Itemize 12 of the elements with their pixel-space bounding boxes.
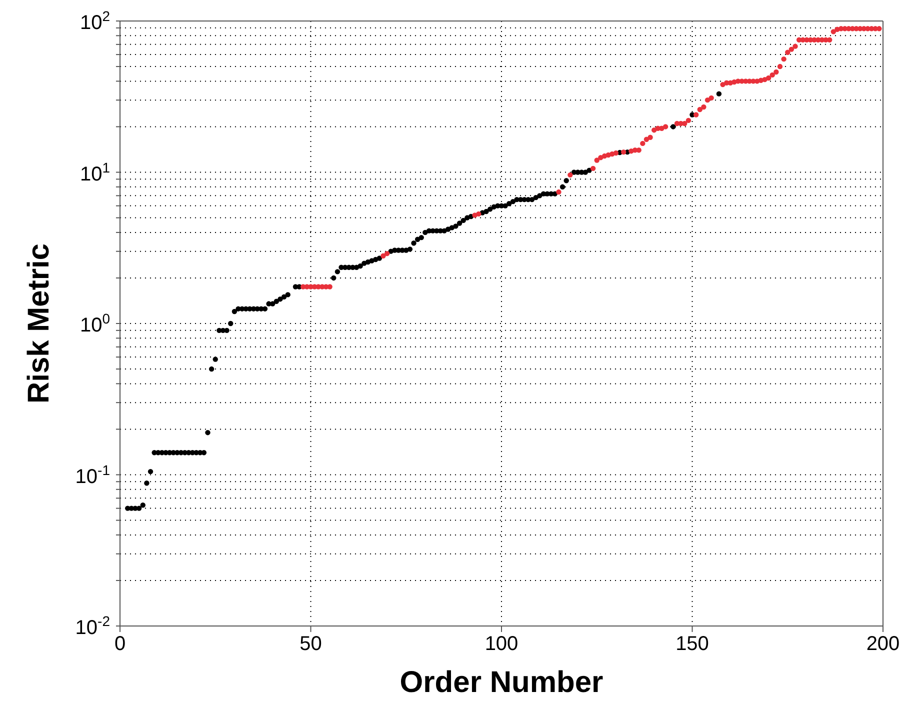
x-tick-label: 200 — [866, 633, 900, 655]
x-axis-title: Order Number — [400, 666, 604, 699]
y-tick-label: 10$^{-2}$ — [75, 613, 110, 639]
x-tick-label: 0 — [114, 633, 126, 655]
y-tick-label: 10$^{0}$ — [80, 310, 110, 336]
x-tick-label: 150 — [676, 633, 709, 655]
y-tick-label: 10$^{1}$ — [80, 159, 110, 186]
y-axis-title: Risk Metric — [22, 243, 56, 404]
x-tick-label: 100 — [484, 633, 518, 655]
y-tick-label: 10$^{-1}$ — [75, 462, 110, 488]
x-tick-label: 50 — [300, 633, 322, 655]
y-tick-label: 10$^{2}$ — [80, 8, 110, 34]
